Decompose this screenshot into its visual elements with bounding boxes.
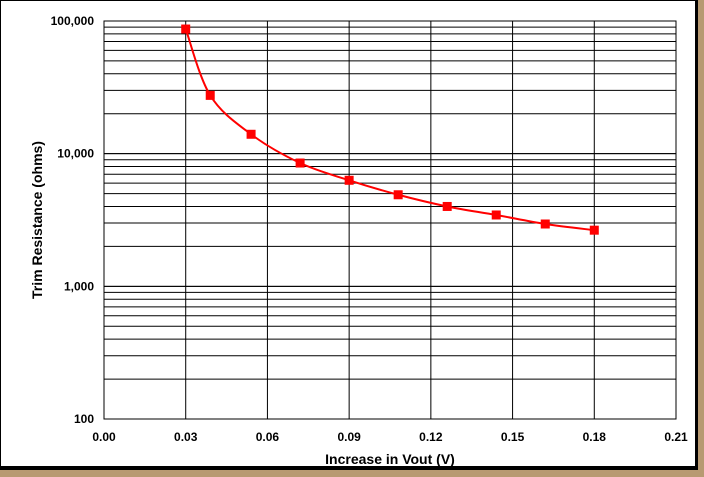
series-markers — [181, 24, 599, 235]
grid — [103, 20, 677, 420]
data-point-marker — [442, 201, 452, 211]
data-point-marker — [246, 129, 256, 139]
data-point-marker — [181, 24, 191, 34]
y-tick-label: 1,000 — [64, 279, 94, 293]
data-point-marker — [344, 175, 354, 185]
x-axis-title: Increase in Vout (V) — [325, 451, 455, 467]
data-point-marker — [540, 219, 550, 229]
data-point-marker — [205, 90, 215, 100]
data-point-marker — [295, 158, 305, 168]
x-tick-label: 0.21 — [664, 430, 688, 444]
y-tick-label: 100 — [74, 412, 94, 426]
x-tick-label: 0.06 — [256, 430, 280, 444]
x-tick-label: 0.18 — [583, 430, 607, 444]
x-tick-label: 0.03 — [174, 430, 198, 444]
data-point-marker — [491, 210, 501, 220]
plot-area — [103, 20, 677, 420]
data-point-marker — [589, 225, 599, 235]
x-tick-label: 0.09 — [337, 430, 361, 444]
y-tick-label: 10,000 — [57, 147, 94, 161]
x-tick-label: 0.00 — [92, 430, 116, 444]
x-tick-label: 0.12 — [419, 430, 443, 444]
y-tick-label: 100,000 — [51, 14, 95, 28]
x-tick-labels: 0.00 0.03 0.06 0.09 0.12 0.15 0.18 0.21 — [92, 430, 688, 444]
x-tick-label: 0.15 — [501, 430, 525, 444]
series-line — [184, 28, 595, 232]
y-axis-title: Trim Resistance (ohms) — [29, 141, 45, 299]
data-point-marker — [393, 190, 403, 200]
y-tick-labels: 100 1,000 10,000 100,000 — [51, 14, 95, 426]
